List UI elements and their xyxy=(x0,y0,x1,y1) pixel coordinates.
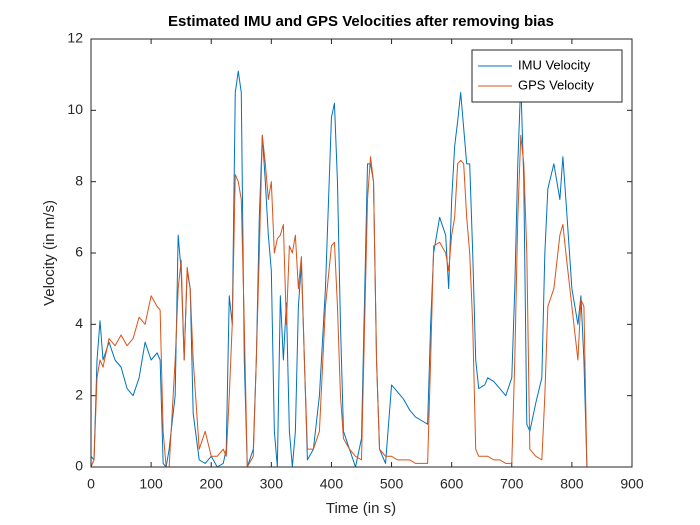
chart-title: Estimated IMU and GPS Velocities after r… xyxy=(168,13,554,30)
legend: IMU Velocity GPS Velocity xyxy=(471,49,623,103)
x-tick-label: 0 xyxy=(87,476,95,492)
x-axis-label: Time (in s) xyxy=(326,500,396,517)
axes-box xyxy=(90,38,633,468)
y-tick-label: 10 xyxy=(67,101,83,117)
x-tick-label: 800 xyxy=(560,476,584,492)
line-series xyxy=(90,134,590,468)
y-tick-label: 4 xyxy=(75,315,83,331)
y-tick-label: 0 xyxy=(75,458,83,474)
legend-box xyxy=(471,49,623,103)
y-tick-label: 2 xyxy=(75,386,83,402)
y-tick-label: 6 xyxy=(75,244,83,260)
legend-label: GPS Velocity xyxy=(518,77,594,92)
x-tick-label: 600 xyxy=(440,476,464,492)
x-tick-label: 100 xyxy=(139,476,163,492)
y-tick-label: 8 xyxy=(75,172,83,188)
x-tick-label: 400 xyxy=(320,476,344,492)
x-tick-label: 200 xyxy=(200,476,224,492)
x-tick-label: 500 xyxy=(380,476,404,492)
x-tick-label: 300 xyxy=(260,476,284,492)
x-tick-label: 700 xyxy=(500,476,524,492)
x-tick-label: 900 xyxy=(620,476,644,492)
y-axis-label: Velocity (in m/s) xyxy=(41,200,58,306)
y-tick-label: 12 xyxy=(67,30,83,46)
legend-label: IMU Velocity xyxy=(518,57,591,72)
